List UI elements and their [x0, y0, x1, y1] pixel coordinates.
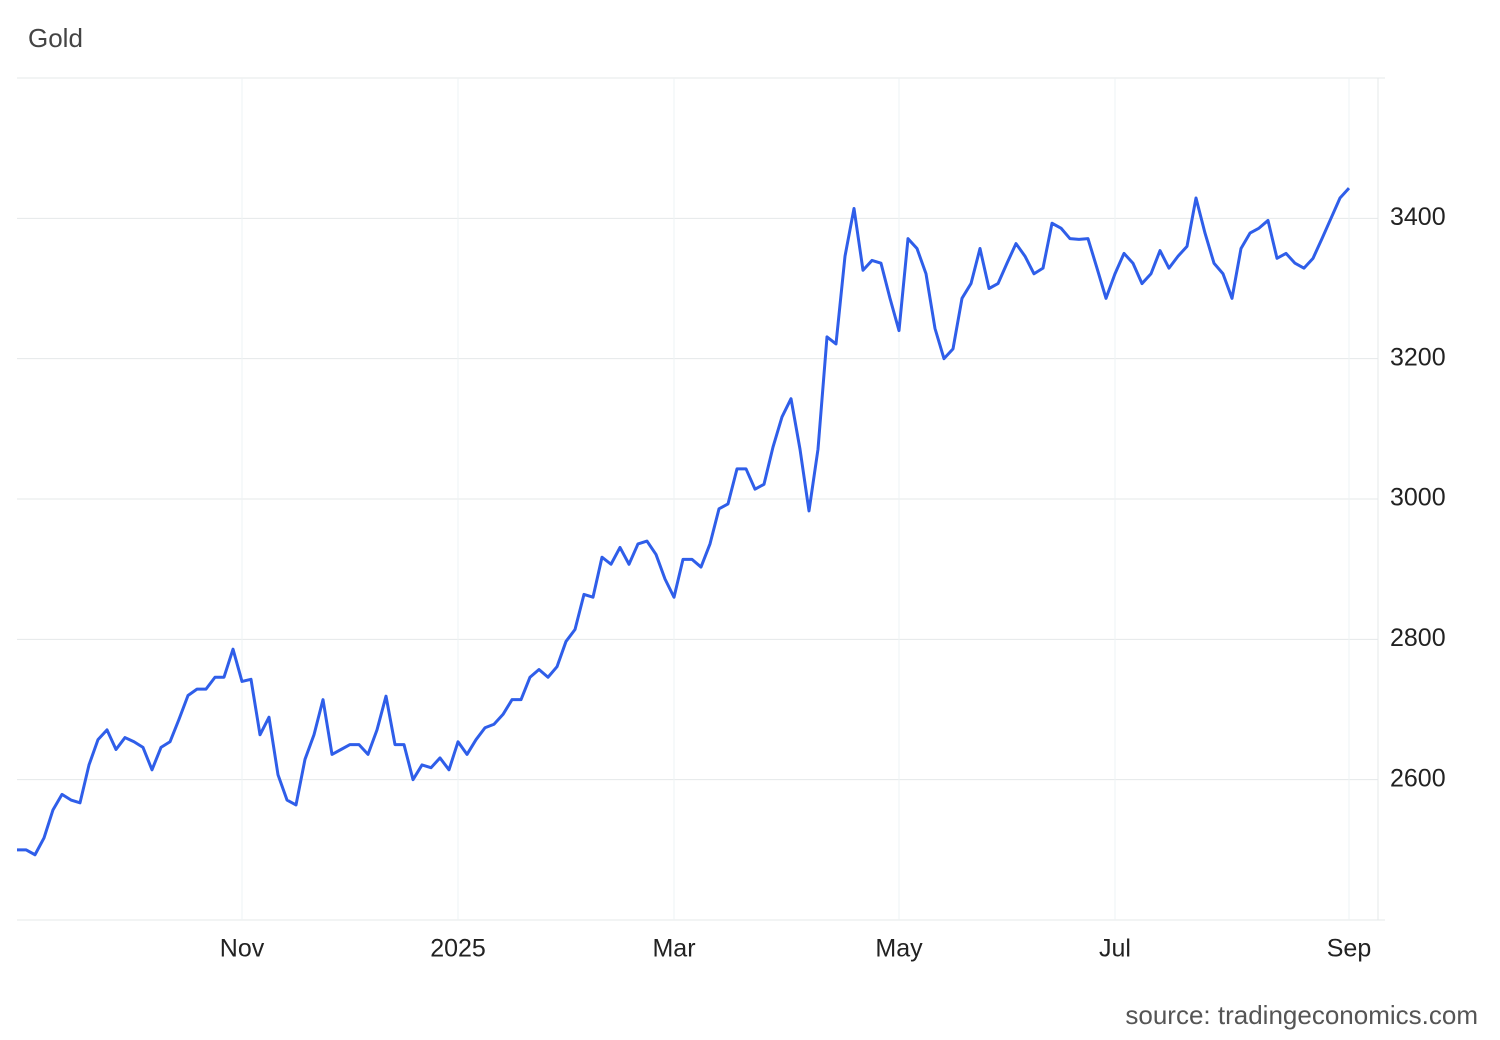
- x-tick-label: May: [875, 935, 923, 963]
- y-tick-label: 2800: [1390, 624, 1446, 652]
- x-tick-label: Sep: [1327, 935, 1371, 963]
- chart-title: Gold: [28, 23, 83, 53]
- y-tick-label: 2600: [1390, 764, 1446, 792]
- x-tick-label: Mar: [652, 935, 695, 963]
- source: source: tradingeconomics.com: [1125, 1000, 1478, 1030]
- x-tick-label: 2025: [430, 935, 486, 963]
- x-tick-label: Jul: [1099, 935, 1131, 963]
- y-tick-label: 3000: [1390, 484, 1446, 512]
- y-tick-label: 3400: [1390, 203, 1446, 231]
- y-tick-label: 3200: [1390, 343, 1446, 371]
- price-line: [17, 187, 1351, 857]
- x-tick-label: Nov: [220, 935, 265, 963]
